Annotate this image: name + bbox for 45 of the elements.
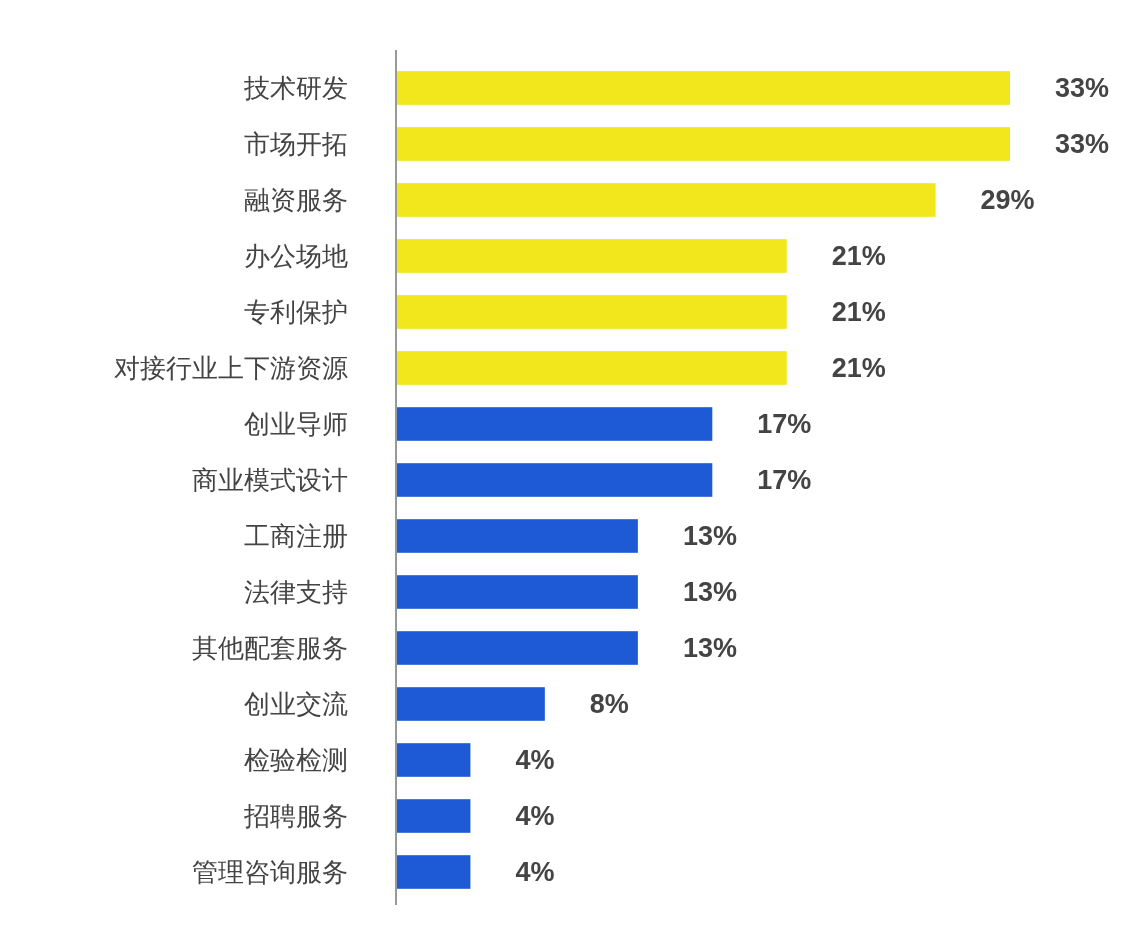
y-tick-label: 创业导师	[244, 409, 348, 439]
y-tick-label: 工商注册	[244, 521, 348, 551]
bar	[396, 295, 787, 329]
y-tick-label: 法律支持	[244, 577, 348, 607]
data-label: 21%	[831, 241, 886, 271]
y-tick-label: 专利保护	[244, 297, 348, 327]
bar	[396, 855, 471, 889]
data-label: 4%	[515, 801, 555, 831]
y-tick-label: 融资服务	[244, 185, 348, 215]
bar	[396, 687, 545, 721]
y-tick-label: 商业模式设计	[192, 465, 348, 495]
y-tick-label: 招聘服务	[243, 801, 348, 831]
y-tick-label: 办公场地	[244, 241, 348, 271]
data-label: 8%	[589, 689, 629, 719]
bar	[396, 407, 713, 441]
data-label: 29%	[980, 185, 1035, 215]
bar	[396, 127, 1010, 161]
data-label: 33%	[1055, 73, 1110, 103]
y-tick-label: 检验检测	[244, 745, 348, 775]
bar	[396, 239, 787, 273]
bar	[396, 575, 638, 609]
data-label: 17%	[757, 409, 812, 439]
bar	[396, 351, 787, 385]
data-label: 21%	[831, 353, 886, 383]
bar	[396, 183, 936, 217]
data-label: 13%	[682, 633, 737, 663]
data-label: 17%	[757, 465, 812, 495]
bar	[396, 631, 638, 665]
data-label: 13%	[682, 577, 737, 607]
y-tick-label: 管理咨询服务	[192, 857, 348, 887]
data-label: 4%	[515, 857, 555, 887]
y-tick-label: 创业交流	[244, 689, 348, 719]
data-label: 33%	[1055, 129, 1110, 159]
y-tick-label: 对接行业上下游资源	[114, 353, 348, 383]
bar	[396, 519, 638, 553]
bar	[396, 71, 1010, 105]
data-label: 4%	[515, 745, 555, 775]
bar	[396, 463, 713, 497]
y-tick-label: 市场开拓	[244, 129, 348, 159]
data-label: 13%	[682, 521, 737, 551]
y-tick-label: 技术研发	[243, 73, 348, 103]
bar	[396, 743, 471, 777]
data-label: 21%	[831, 297, 886, 327]
bar	[396, 799, 471, 833]
y-tick-label: 其他配套服务	[192, 633, 348, 663]
